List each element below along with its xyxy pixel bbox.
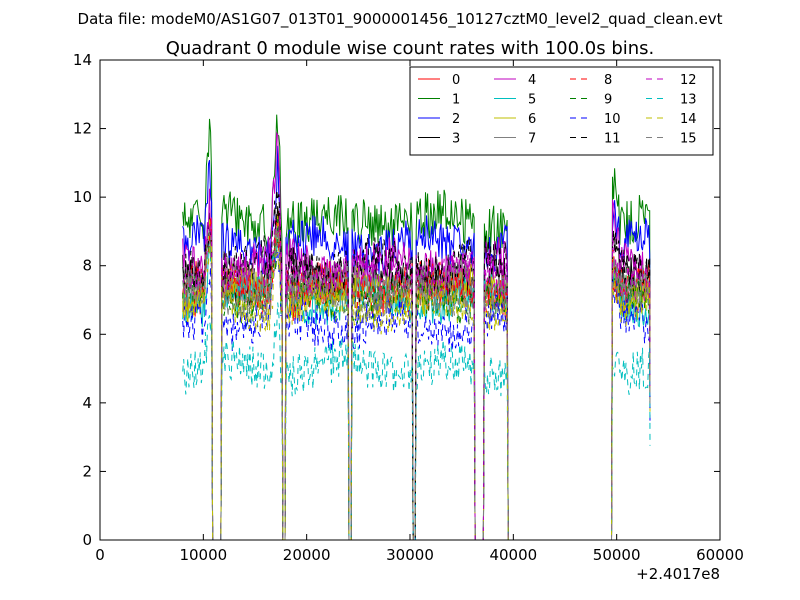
legend-item-8: 8: [570, 73, 612, 88]
legend-item-10: 10: [570, 112, 621, 127]
legend-item-1: 1: [418, 93, 460, 108]
y-tick-label: 12: [73, 120, 92, 138]
legend-label: 15: [680, 132, 697, 147]
legend-item-4: 4: [494, 73, 536, 88]
series-line-15: [182, 227, 651, 540]
legend-item-3: 3: [418, 132, 460, 147]
legend-label: 12: [680, 73, 697, 88]
y-tick-label: 8: [82, 257, 92, 275]
y-tick-label: 14: [73, 51, 92, 69]
legend-item-2: 2: [418, 112, 460, 127]
legend-item-15: 15: [646, 132, 697, 147]
x-tick-label: 0: [95, 546, 105, 564]
y-tick-label: 0: [82, 531, 92, 549]
legend-item-5: 5: [494, 93, 536, 108]
series-line-14: [182, 244, 651, 540]
legend-label: 7: [528, 132, 536, 147]
series-line-13: [182, 302, 651, 540]
series-layer: [182, 114, 651, 540]
legend-label: 4: [528, 73, 536, 88]
legend-label: 2: [452, 112, 460, 127]
x-axis: 0 10000 20000 30000 40000 50000 60000: [95, 60, 744, 564]
legend-label: 3: [452, 132, 460, 147]
x-tick-label: 50000: [593, 546, 641, 564]
legend-label: 11: [604, 132, 621, 147]
y-tick-label: 6: [82, 325, 92, 343]
legend-item-7: 7: [494, 132, 536, 147]
y-tick-label: 4: [82, 394, 92, 412]
legend-label: 13: [680, 93, 697, 108]
series-line-12: [182, 215, 651, 540]
x-tick-label: 10000: [179, 546, 227, 564]
x-tick-label: 40000: [489, 546, 537, 564]
legend-item-0: 0: [418, 73, 460, 88]
legend-item-6: 6: [494, 112, 536, 127]
x-tick-label: 20000: [283, 546, 331, 564]
x-offset-label: +2.4017e8: [636, 565, 720, 583]
legend-label: 10: [604, 112, 621, 127]
data-file-header: Data file: modeM0/AS1G07_013T01_90000014…: [78, 10, 723, 29]
legend-label: 6: [528, 112, 536, 127]
legend-label: 9: [604, 93, 612, 108]
legend-item-12: 12: [646, 73, 697, 88]
legend-item-14: 14: [646, 112, 697, 127]
legend-label: 14: [680, 112, 697, 127]
legend-box: [409, 66, 714, 156]
y-tick-label: 10: [73, 188, 92, 206]
legend-item-9: 9: [570, 93, 612, 108]
legend-label: 0: [452, 73, 460, 88]
legend-item-13: 13: [646, 93, 697, 108]
y-tick-label: 2: [82, 462, 92, 480]
series-line-1: [182, 114, 651, 540]
chart-title: Quadrant 0 module wise count rates with …: [166, 38, 655, 59]
legend-label: 8: [604, 73, 612, 88]
legend-item-11: 11: [570, 132, 621, 147]
series-line-11: [182, 189, 651, 540]
series-line-9: [182, 219, 651, 540]
series-line-10: [182, 244, 651, 540]
legend-label: 5: [528, 93, 536, 108]
series-line-7: [182, 227, 651, 540]
x-tick-label: 60000: [696, 546, 744, 564]
x-tick-label: 30000: [386, 546, 434, 564]
legend-label: 1: [452, 93, 460, 108]
